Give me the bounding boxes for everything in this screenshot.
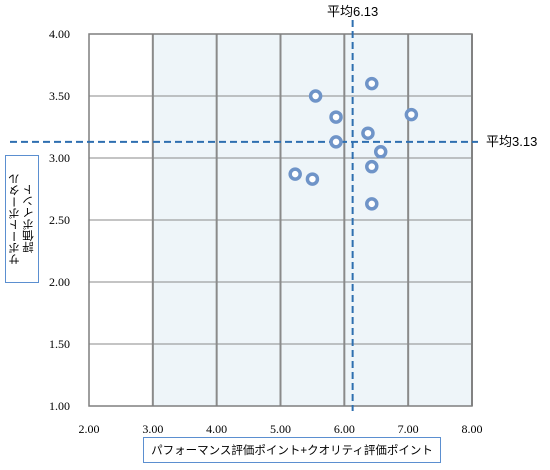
x-tick-label-5: 7.00 bbox=[398, 422, 419, 436]
data-point-layer bbox=[288, 76, 419, 211]
x-axis-label: パフォーマンス評価ポイント+クオリティ評価ポイント bbox=[143, 437, 441, 463]
data-point-1 bbox=[329, 110, 343, 124]
data-point-0 bbox=[308, 89, 323, 103]
data-point-5 bbox=[365, 76, 379, 91]
y-tick-label-0: 1.00 bbox=[49, 399, 70, 413]
plot-border bbox=[88, 33, 473, 407]
average-label-x: 平均6.13 bbox=[327, 4, 378, 19]
y-tick-label-5: 3.50 bbox=[49, 89, 70, 103]
x-tick-label-2: 4.00 bbox=[206, 422, 227, 436]
data-point-9 bbox=[365, 197, 379, 211]
y-axis-label-text: サポートポータル 評価ポイント bbox=[9, 173, 35, 265]
data-point-7 bbox=[373, 145, 388, 159]
x-tick-label-1: 3.00 bbox=[142, 422, 163, 436]
data-point-3 bbox=[288, 167, 302, 181]
average-label-y: 平均3.13 bbox=[486, 134, 537, 149]
grid-layer bbox=[88, 33, 473, 407]
y-tick-label-4: 3.00 bbox=[49, 151, 70, 165]
data-point-8 bbox=[365, 159, 379, 174]
data-point-10 bbox=[404, 107, 419, 122]
data-point-4 bbox=[305, 172, 320, 186]
y-tick-label-6: 4.00 bbox=[49, 27, 70, 41]
reference-line-layer: 平均6.13 平均3.13 bbox=[10, 4, 537, 411]
y-axis-label: サポートポータル 評価ポイント bbox=[5, 155, 39, 283]
x-tick-label-6: 8.00 bbox=[462, 422, 483, 436]
x-tick-label-0: 2.00 bbox=[79, 422, 100, 436]
y-tick-label-1: 1.50 bbox=[49, 337, 70, 351]
y-tick-label-2: 2.00 bbox=[49, 275, 70, 289]
x-tick-label-3: 5.00 bbox=[270, 422, 291, 436]
x-axis-label-text: パフォーマンス評価ポイント+クオリティ評価ポイント bbox=[151, 445, 433, 457]
data-point-6 bbox=[361, 126, 375, 140]
data-point-2 bbox=[329, 135, 343, 149]
y-tick-label-3: 2.50 bbox=[49, 213, 70, 227]
tick-label-layer: 2.00 3.00 4.00 5.00 6.00 7.00 8.00 1.00 1.50 2.00… bbox=[49, 27, 483, 436]
x-tick-label-4: 6.00 bbox=[334, 422, 355, 436]
